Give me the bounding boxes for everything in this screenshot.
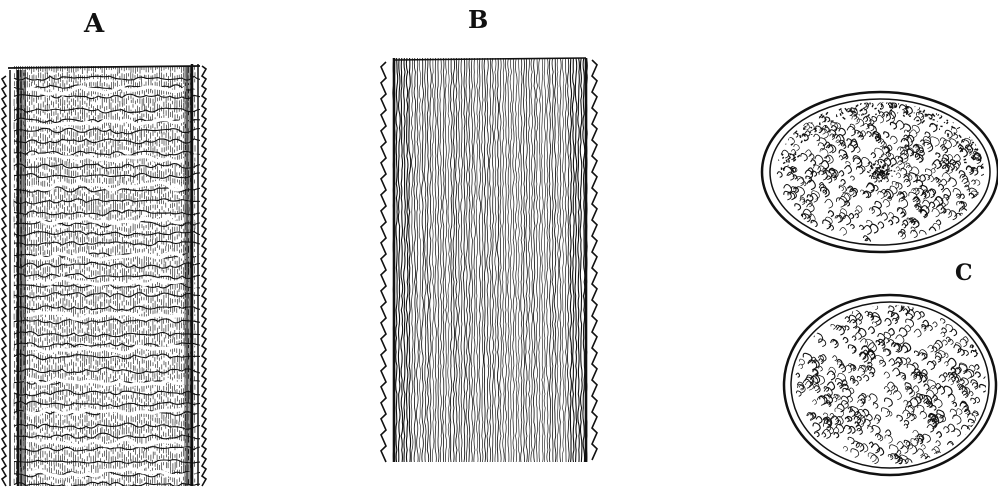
panel-label-b: B	[468, 5, 488, 34]
hair-shaft-b	[380, 57, 598, 463]
panel-label-c: C	[955, 260, 973, 286]
hair-cross-sections-c	[760, 90, 998, 477]
cross-section-top	[760, 90, 998, 254]
cross-section-bottom	[782, 293, 998, 477]
panel-label-a: A	[83, 9, 105, 39]
hair-shaft-a	[0, 64, 208, 487]
